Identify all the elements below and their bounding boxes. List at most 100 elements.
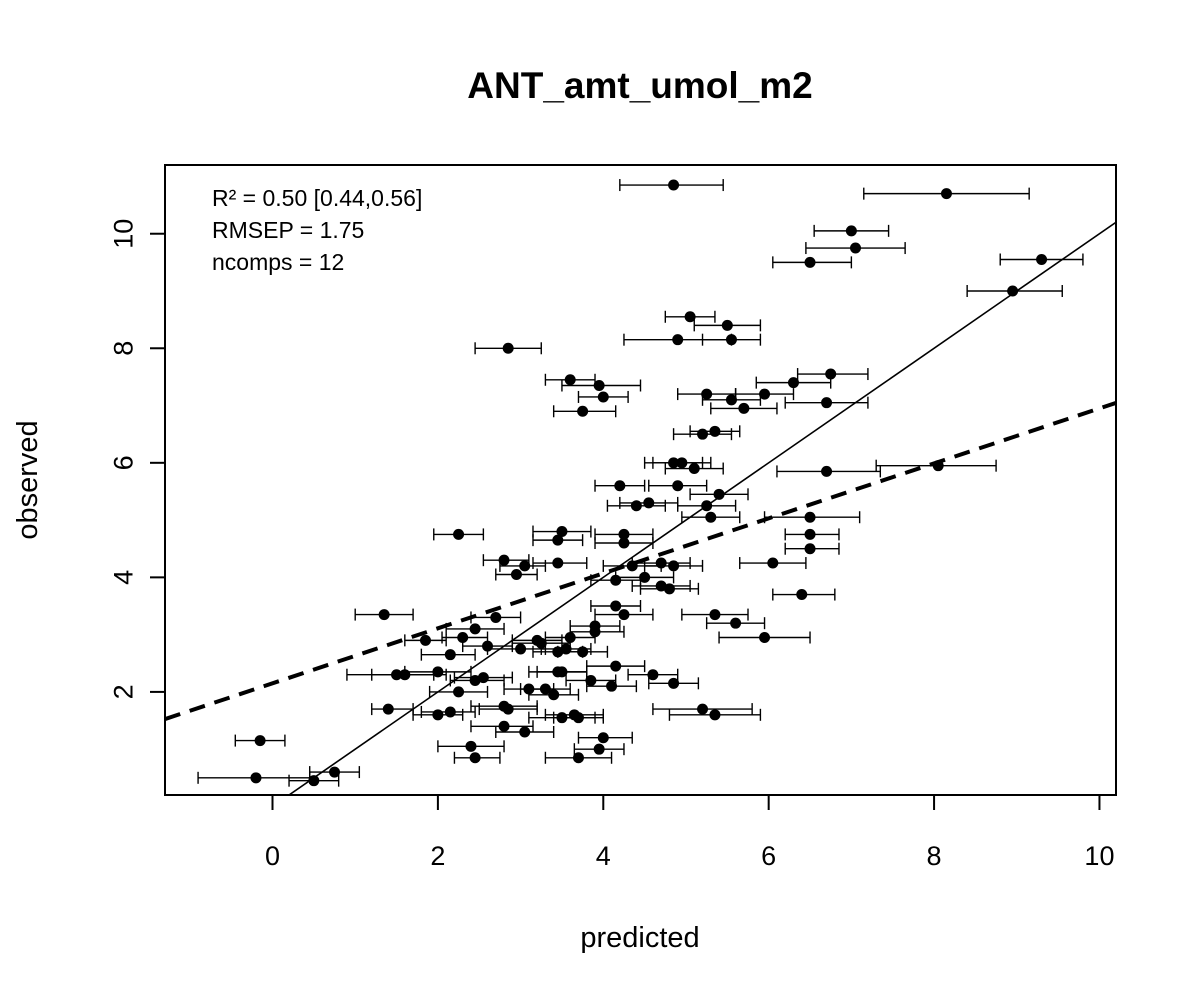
- data-point: [697, 428, 709, 440]
- data-point: [643, 497, 655, 509]
- x-tick-label: 10: [1084, 841, 1114, 871]
- data-point: [672, 480, 684, 492]
- data-point: [618, 537, 630, 549]
- data-point: [825, 368, 837, 380]
- data-point: [589, 626, 601, 638]
- data-point: [630, 500, 642, 512]
- data-point: [577, 405, 589, 417]
- data-point: [701, 500, 713, 512]
- data-point: [701, 388, 713, 400]
- data-point: [556, 666, 568, 678]
- data-point: [523, 683, 535, 695]
- data-point: [767, 557, 779, 569]
- data-point: [469, 752, 481, 764]
- data-point: [709, 425, 721, 437]
- data-point: [688, 463, 700, 475]
- data-point: [663, 583, 675, 595]
- stat-r2: R² = 0.50 [0.44,0.56]: [212, 185, 422, 211]
- data-point: [564, 374, 576, 386]
- y-tick-label: 2: [108, 684, 138, 699]
- data-point: [477, 672, 489, 684]
- data-point: [614, 480, 626, 492]
- data-point: [548, 689, 560, 701]
- data-point: [593, 380, 605, 391]
- data-point: [668, 677, 680, 689]
- data-point: [618, 609, 630, 621]
- data-point: [552, 534, 564, 546]
- data-point: [510, 569, 522, 580]
- data-point: [705, 511, 717, 523]
- data-point: [444, 706, 456, 718]
- data-point: [469, 623, 481, 635]
- data-point: [709, 709, 721, 721]
- data-point: [787, 377, 799, 389]
- data-point: [796, 589, 808, 601]
- y-tick-label: 4: [108, 570, 138, 585]
- data-point: [498, 554, 510, 566]
- identity-line: [287, 221, 1116, 795]
- y-tick-label: 6: [108, 455, 138, 470]
- data-point: [597, 391, 609, 403]
- data-point: [572, 752, 584, 764]
- data-point: [940, 188, 952, 200]
- x-axis-label: predicted: [580, 922, 699, 954]
- data-point: [560, 643, 572, 655]
- y-tick-label: 8: [108, 341, 138, 356]
- data-point: [655, 557, 667, 569]
- data-point: [821, 465, 833, 477]
- data-point: [556, 712, 568, 724]
- stat-ncomps: ncomps = 12: [212, 249, 344, 275]
- data-point: [577, 646, 589, 658]
- x-tick-label: 4: [596, 841, 611, 871]
- data-point: [655, 580, 667, 592]
- data-point: [519, 726, 531, 738]
- data-point: [515, 643, 527, 655]
- data-point: [556, 526, 568, 538]
- data-point: [502, 342, 514, 354]
- data-point: [730, 617, 742, 629]
- data-point: [804, 528, 816, 540]
- data-point: [482, 640, 494, 652]
- data-point: [329, 766, 341, 778]
- data-point: [535, 637, 547, 649]
- regression-line: [165, 401, 1116, 721]
- data-point: [668, 457, 680, 469]
- data-point: [759, 388, 771, 400]
- data-point: [378, 609, 390, 621]
- data-point: [821, 397, 833, 409]
- chart-title: ANT_amt_umol_m2: [467, 65, 812, 106]
- data-point: [668, 560, 680, 572]
- data-point: [610, 660, 622, 672]
- data-point: [672, 334, 684, 346]
- x-tick-label: 8: [927, 841, 942, 871]
- x-axis: 0 2 4 6 8 10: [265, 794, 1114, 871]
- y-tick-label: 10: [108, 219, 138, 249]
- data-point: [932, 460, 944, 472]
- data-point: [709, 609, 721, 621]
- data-point: [382, 703, 394, 715]
- data-point: [1007, 285, 1019, 297]
- data-point: [804, 543, 816, 555]
- data-point: [308, 775, 320, 787]
- data-point: [465, 740, 477, 752]
- data-point: [519, 560, 531, 572]
- data-point: [572, 712, 584, 724]
- data-point: [606, 680, 618, 692]
- data-point: [850, 242, 862, 254]
- data-point: [453, 686, 465, 698]
- stat-rmsep: RMSEP = 1.75: [212, 217, 364, 243]
- data-point: [610, 600, 622, 612]
- data-point: [444, 649, 456, 661]
- data-point: [552, 557, 564, 569]
- data-point: [432, 709, 444, 721]
- x-tick-label: 0: [265, 841, 280, 871]
- data-point: [684, 311, 696, 323]
- x-tick-label: 6: [761, 841, 776, 871]
- data-point: [593, 743, 605, 755]
- data-point: [539, 683, 551, 695]
- data-point: [804, 256, 816, 268]
- data-point: [250, 772, 262, 784]
- data-point: [597, 732, 609, 744]
- data-point: [725, 394, 737, 406]
